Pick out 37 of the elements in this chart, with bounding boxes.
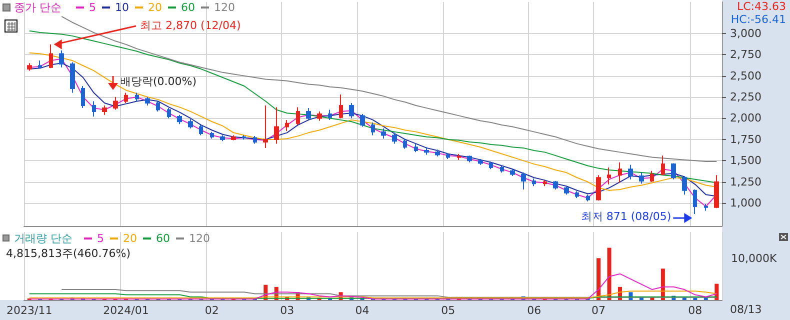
- legend-label: 120: [214, 1, 235, 14]
- annotation: 최저 871 (08/05): [580, 210, 672, 224]
- legend-label: 20: [148, 1, 162, 14]
- y-tick-label: 2,250: [730, 90, 762, 104]
- y-tick-label: 1,250: [730, 175, 762, 188]
- x-tick-label: 2023/11: [6, 304, 52, 317]
- legend-title: 종가 단순: [14, 1, 62, 14]
- legend-label: 20: [123, 232, 137, 245]
- legend-label: 60: [180, 1, 195, 14]
- legend-label: 10: [115, 1, 129, 14]
- legend-title: 거래량 단순: [14, 232, 72, 245]
- x-tick-label: 2024/01: [103, 304, 149, 317]
- text: 08/13: [730, 303, 762, 316]
- x-tick-label: 06: [527, 304, 542, 317]
- x-tick-label: 08: [688, 304, 702, 317]
- x-tick-label: 05: [441, 304, 456, 317]
- annotation: 최고 2,870 (12/04): [140, 19, 241, 32]
- x-tick-label: 07: [592, 304, 606, 317]
- legend-label: 5: [89, 1, 96, 14]
- x-tick-label: 02: [204, 304, 219, 317]
- text: 10,000K: [731, 252, 778, 265]
- y-tick-label: 1,500: [730, 154, 762, 168]
- annotation: 4,815,813주(460.76%): [6, 247, 131, 260]
- text: LC:43.63: [736, 0, 786, 13]
- x-tick-label: 03: [280, 304, 294, 317]
- y-tick-label: 1,000: [730, 196, 762, 210]
- x-tick-label: 04: [355, 304, 370, 317]
- y-tick-label: 2,500: [730, 69, 762, 82]
- text: HC:-56.41: [730, 13, 786, 26]
- legend-label: 120: [188, 232, 210, 245]
- legend-label: 5: [97, 232, 104, 245]
- legend-label: 60: [156, 232, 170, 245]
- y-tick-label: 2,750: [730, 48, 762, 62]
- y-tick-label: 2,000: [730, 112, 762, 125]
- annotation: 배당락(0.00%): [120, 75, 197, 88]
- y-tick-label: 3,000: [730, 26, 762, 40]
- y-tick-label: 1,750: [730, 132, 762, 146]
